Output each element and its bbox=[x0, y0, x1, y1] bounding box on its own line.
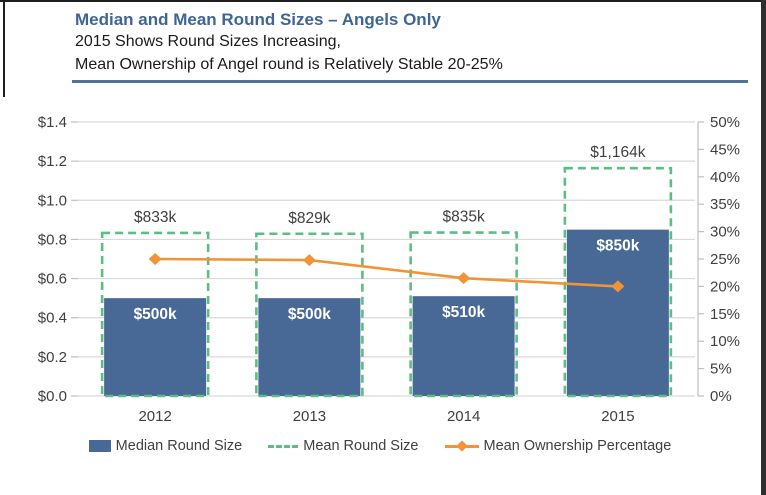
window-left-edge bbox=[3, 0, 5, 97]
x-axis-label-2015: 2015 bbox=[601, 408, 634, 425]
bar-label-2015: $850k bbox=[596, 238, 639, 255]
ownership-marker-2014 bbox=[457, 272, 471, 285]
subtitle-line-1: 2015 Shows Round Sizes Increasing, bbox=[75, 33, 341, 50]
bar-2015 bbox=[566, 229, 669, 396]
diamond-line-swatch-icon bbox=[444, 439, 479, 452]
bar-label-2013: $500k bbox=[288, 306, 331, 323]
bar-2013 bbox=[258, 298, 361, 396]
mean-label-2015: $1,164k bbox=[590, 144, 645, 161]
right-axis-tick-label: 0% bbox=[710, 388, 732, 405]
legend-item-mean-round-size: Mean Round Size bbox=[268, 438, 419, 454]
mean-box-2012 bbox=[100, 231, 210, 398]
bar-label-2012: $500k bbox=[134, 306, 177, 323]
bar-label-2014: $510k bbox=[442, 304, 485, 321]
mean-label-2012: $833k bbox=[134, 209, 176, 226]
right-axis-tick-label: 45% bbox=[710, 141, 740, 158]
bar-2014 bbox=[412, 296, 515, 396]
bar-2012 bbox=[104, 298, 207, 396]
legend-item-median-round-size: Median Round Size bbox=[88, 438, 243, 454]
legend-label: Mean Round Size bbox=[303, 438, 419, 454]
ownership-marker-2012 bbox=[148, 253, 162, 265]
left-axis-tick-label: $1.0 bbox=[38, 192, 67, 209]
mean-label-2014: $835k bbox=[443, 209, 485, 226]
window-top-edge bbox=[0, 0, 766, 2]
subtitle-line-2: Mean Ownership of Angel round is Relativ… bbox=[75, 56, 503, 73]
chart-legend: Median Round Size Mean Round Size Mean O… bbox=[0, 438, 760, 454]
window-right-edge bbox=[761, 0, 766, 495]
page-title: Median and Mean Round Sizes – Angels Onl… bbox=[75, 10, 441, 29]
legend-label: Median Round Size bbox=[115, 438, 243, 454]
left-axis-tick-label: $0.6 bbox=[38, 271, 67, 288]
mean-label-2013: $829k bbox=[288, 210, 330, 227]
right-axis-tick-label: 40% bbox=[710, 169, 740, 186]
right-axis-tick-label: 25% bbox=[710, 251, 740, 268]
ownership-marker-2013 bbox=[302, 254, 316, 267]
mean-box-2015 bbox=[563, 166, 673, 398]
x-axis-label-2012: 2012 bbox=[138, 408, 171, 425]
right-axis-tick-label: 20% bbox=[710, 278, 740, 295]
right-axis-tick-label: 5% bbox=[710, 361, 732, 378]
bar-swatch-icon bbox=[88, 440, 111, 452]
left-axis-tick-label: $1.2 bbox=[38, 153, 67, 170]
right-axis-tick-label: 30% bbox=[710, 224, 740, 241]
x-axis-label-2013: 2013 bbox=[293, 408, 326, 425]
legend-label: Mean Ownership Percentage bbox=[483, 438, 672, 454]
left-axis-tick-label: $0.0 bbox=[38, 388, 67, 405]
title-divider bbox=[72, 80, 748, 83]
left-axis-tick-label: $0.4 bbox=[38, 310, 67, 327]
right-axis-tick-label: 10% bbox=[710, 333, 740, 350]
mean-box-2014 bbox=[409, 231, 518, 398]
ownership-line bbox=[155, 257, 618, 288]
x-axis-label-2014: 2014 bbox=[447, 408, 480, 425]
right-axis-tick-label: 50% bbox=[710, 114, 740, 131]
left-axis-tick-label: $1.4 bbox=[38, 114, 67, 131]
legend-item-mean-ownership: Mean Ownership Percentage bbox=[444, 438, 672, 454]
right-axis-tick-label: 15% bbox=[710, 306, 740, 323]
mean-box-2013 bbox=[255, 232, 364, 398]
left-axis-tick-label: $0.8 bbox=[38, 231, 67, 248]
dashed-line-swatch-icon bbox=[268, 444, 299, 448]
left-axis-tick-label: $0.2 bbox=[38, 349, 67, 366]
right-axis-tick-label: 35% bbox=[710, 196, 740, 213]
ownership-marker-2015 bbox=[611, 280, 625, 293]
